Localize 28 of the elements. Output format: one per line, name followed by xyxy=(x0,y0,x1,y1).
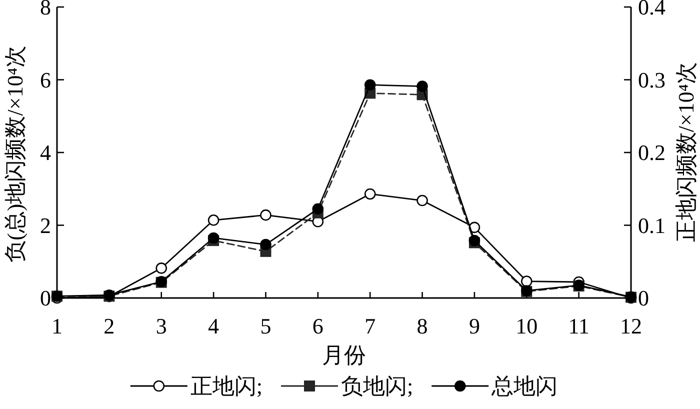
y-axis-title: 负(总)地闪频数/×10⁴次 xyxy=(2,46,28,262)
y2-tick-label: 0.2 xyxy=(638,140,666,165)
legend-label: 负地闪; xyxy=(341,374,414,398)
y2-tick-label: 0.3 xyxy=(638,67,666,92)
x-tick-label: 5 xyxy=(260,314,272,338)
x-tick-label: 4 xyxy=(208,314,220,338)
x-tick-label: 7 xyxy=(364,314,376,338)
x-tick-label: 3 xyxy=(156,314,167,338)
y-tick-label: 0 xyxy=(40,286,51,310)
x-tick-label: 1 xyxy=(52,314,62,338)
y2-tick-label: 0.4 xyxy=(638,0,666,20)
y-tick-label: 6 xyxy=(40,67,51,92)
legend-label: 总地闪 xyxy=(490,374,558,398)
x-tick-label: 8 xyxy=(416,314,428,338)
y-tick-label: 8 xyxy=(40,0,51,20)
x-tick-label: 12 xyxy=(620,314,642,338)
x-tick-label: 11 xyxy=(568,314,590,338)
y-tick-label: 2 xyxy=(40,212,51,238)
x-axis-title: 月份 xyxy=(322,342,366,368)
y2-tick-label: 0 xyxy=(638,286,649,310)
y-tick-label: 4 xyxy=(40,140,51,165)
x-tick-label: 2 xyxy=(104,314,115,338)
y2-axis-title: 正地闪频数/×10⁴次 xyxy=(674,62,698,242)
y2-tick-label: 0.1 xyxy=(638,212,666,238)
x-tick-label: 9 xyxy=(468,314,480,338)
x-tick-label: 6 xyxy=(312,314,324,338)
x-tick-label: 10 xyxy=(516,314,538,338)
legend-label: 正地闪; xyxy=(190,374,263,398)
